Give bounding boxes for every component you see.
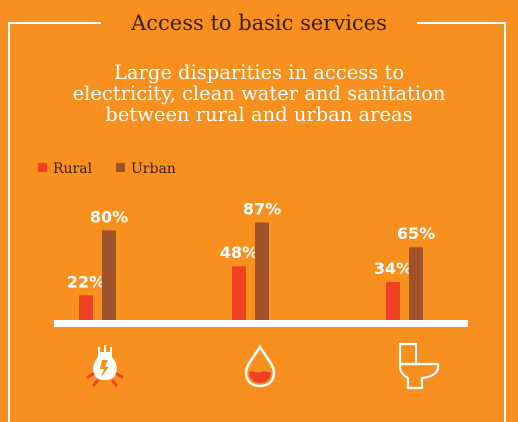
bar-rural-1: [232, 266, 246, 320]
toilet-icon: [398, 342, 440, 390]
bar-chart: 22% 48% 34% 80% 87% 65%: [54, 200, 468, 327]
data-label-rural-0: 22%: [67, 272, 105, 291]
data-label-urban-2: 65%: [397, 224, 435, 243]
bar-urban-0: [102, 230, 116, 320]
data-label-rural-2: 34%: [374, 259, 412, 278]
subtitle-line-3: between rural and urban areas: [105, 103, 413, 126]
bar-rural-2: [386, 281, 400, 320]
legend-label-urban: Urban: [131, 161, 176, 177]
chart-subtitle: Large disparities in access to electrici…: [20, 62, 498, 125]
legend-item-urban: Urban: [116, 160, 176, 178]
data-label-rural-1: 48%: [220, 243, 258, 262]
legend-label-rural: Rural: [53, 161, 93, 177]
water-drop-icon: [244, 344, 276, 388]
chart-heading: Access to basic services: [101, 8, 417, 38]
chart-baseline: [54, 320, 468, 327]
bar-urban-2: [409, 247, 423, 320]
data-label-urban-1: 87%: [243, 200, 281, 219]
legend-item-rural: Rural: [38, 160, 92, 178]
subtitle-line-2: electricity, clean water and sanitation: [72, 82, 446, 105]
legend-swatch-urban: [116, 163, 125, 172]
bar-rural-0: [79, 295, 93, 320]
data-label-urban-0: 80%: [90, 207, 128, 226]
legend-swatch-rural: [38, 163, 47, 172]
bar-urban-1: [255, 222, 269, 320]
electricity-icon: [86, 345, 124, 387]
subtitle-line-1: Large disparities in access to: [113, 61, 405, 84]
